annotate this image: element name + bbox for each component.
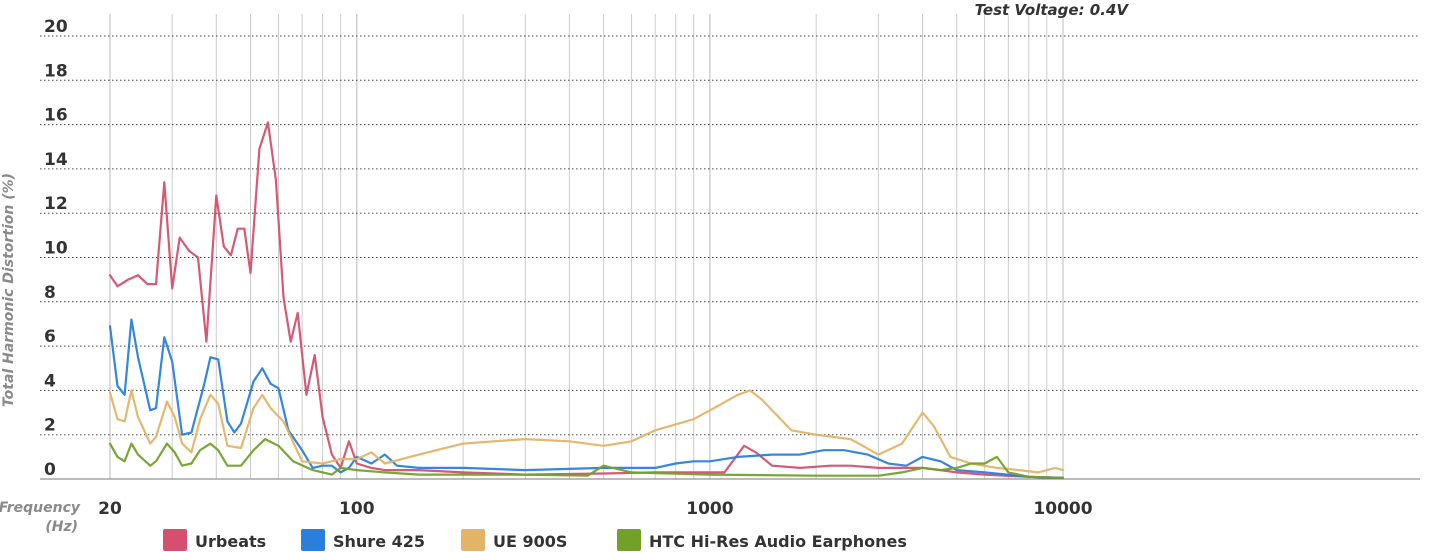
y-tick-label: 0 — [44, 460, 56, 480]
x-tick-label: 1000 — [686, 499, 733, 519]
series-lines — [108, 121, 1065, 479]
x-axis-title-line-1: Frequency — [0, 500, 81, 516]
series-line-4 — [108, 438, 1065, 479]
x-axis-title-line-2: (Hz) — [45, 519, 78, 535]
series-line-2 — [108, 318, 1065, 479]
horizontal-gridlines — [40, 35, 1420, 480]
x-tick-label: 20 — [98, 499, 122, 519]
y-tick-label: 18 — [44, 61, 68, 81]
legend-item: Shure 425 — [301, 529, 425, 551]
y-axis-title: Total Harmonic Distortion (%) — [1, 173, 17, 407]
x-tick-label: 100 — [339, 499, 375, 519]
legend-label: Urbeats — [195, 532, 266, 551]
legend-item: Urbeats — [163, 529, 266, 551]
y-axis-ticks: 0 2 4 6 8 10 12 14 16 18 20 — [44, 17, 68, 480]
legend-label: HTC Hi-Res Audio Earphones — [649, 532, 907, 551]
y-tick-label: 10 — [44, 239, 68, 259]
chart-subtitle: Test Voltage: 0.4V — [975, 1, 1130, 19]
vertical-gridlines — [109, 14, 1064, 479]
y-tick-label: 14 — [44, 150, 68, 170]
y-tick-label: 12 — [44, 194, 68, 214]
legend-swatch — [163, 529, 187, 551]
legend-item: HTC Hi-Res Audio Earphones — [617, 529, 907, 551]
y-tick-label: 2 — [44, 416, 56, 436]
y-tick-label: 4 — [44, 371, 56, 391]
y-tick-label: 6 — [44, 327, 56, 347]
legend-item: UE 900S — [461, 529, 567, 551]
y-tick-label: 16 — [44, 106, 68, 126]
x-axis-ticks: 20 100 1000 10000 — [98, 499, 1093, 519]
series-line-3 — [108, 389, 1065, 474]
legend-label: UE 900S — [493, 532, 567, 551]
legend-swatch — [461, 529, 485, 551]
y-tick-label: 8 — [44, 283, 56, 303]
legend-swatch — [301, 529, 325, 551]
y-tick-label: 20 — [44, 17, 68, 37]
legend-swatch — [617, 529, 641, 551]
legend: Urbeats Shure 425 UE 900S HTC Hi-Res Audio … — [163, 529, 907, 551]
x-tick-label: 10000 — [1033, 499, 1092, 519]
series-line-1 — [108, 121, 1065, 479]
legend-label: Shure 425 — [333, 532, 425, 551]
